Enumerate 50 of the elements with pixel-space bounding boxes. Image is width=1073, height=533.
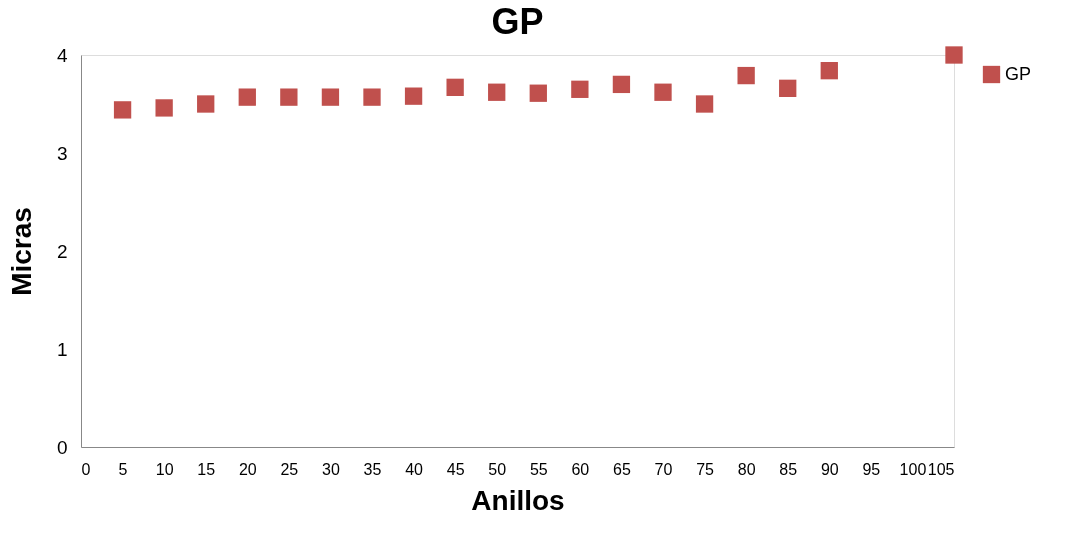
point [488,83,506,101]
x-tick-label: 15 [197,460,216,478]
point [820,62,838,80]
point [155,99,173,117]
x-tick-label: 10 [155,460,174,478]
point [321,88,340,106]
y-tick-label: 4 [56,44,68,66]
y-tick-label: 1 [56,338,68,360]
x-tick-label: 40 [405,460,424,478]
x-tick-label: 95 [862,460,881,478]
point [779,79,797,97]
x-tick-label: 20 [238,460,257,478]
x-tick-label: 0 [81,460,91,478]
point [238,88,256,106]
point [363,88,381,106]
x-tick-label: 55 [529,460,548,478]
x-tick-label: 90 [820,460,839,478]
x-tick-label: 70 [654,460,673,478]
x-tick-label: 85 [779,460,798,478]
point [113,101,132,119]
x-tick-label: 100 [899,460,927,478]
point [446,78,464,96]
x-tick-label: 25 [280,460,299,478]
y-axis-title: Micras [5,207,37,296]
y-tick-label: 3 [56,142,68,164]
x-tick-label: 50 [488,460,507,478]
x-tick-label: 35 [363,460,382,478]
point [737,66,755,85]
point [197,95,215,113]
x-axis-title: Anillos [471,484,565,516]
y-tick-label: 0 [56,436,68,458]
chart-title: GP [491,1,544,42]
x-tick-label: 75 [696,460,715,478]
point [404,87,423,105]
x-tick-label: 5 [118,460,128,478]
point [654,83,672,101]
point [612,75,631,94]
x-tick-label: 105 [927,460,955,478]
point [945,46,963,64]
y-tick-label: 2 [56,240,68,262]
x-tick-label: 30 [322,460,340,478]
point [529,84,547,102]
x-tick-label: 45 [446,460,465,478]
x-tick-label: 80 [737,460,756,478]
point [571,80,589,98]
x-tick-label: 60 [571,460,590,478]
point [695,95,714,113]
point [280,88,298,106]
legend-label: GP [1005,63,1032,84]
x-tick-label: 65 [613,460,631,478]
